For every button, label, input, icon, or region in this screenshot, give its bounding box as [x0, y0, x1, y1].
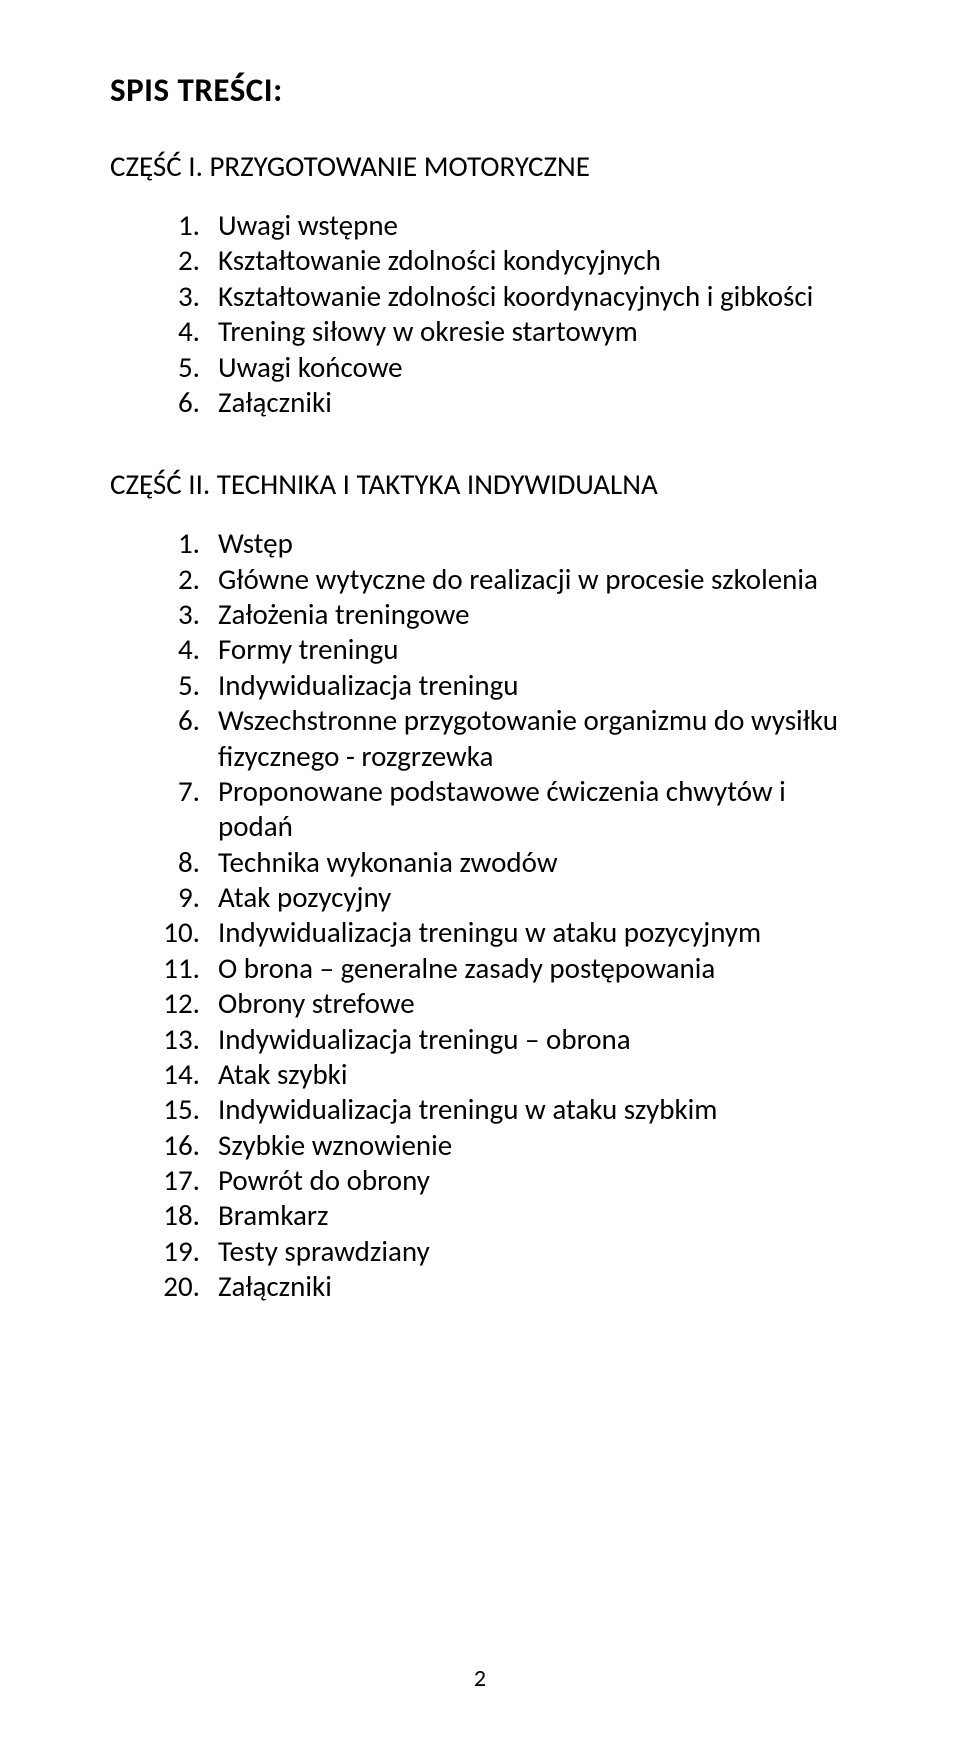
list-item: 19.Testy sprawdziany — [140, 1234, 850, 1269]
list-item: 14.Atak szybki — [140, 1057, 850, 1092]
list-item: 6.Załączniki — [140, 385, 850, 420]
item-number: 2. — [140, 562, 218, 597]
item-number: 13. — [140, 1022, 218, 1057]
page-number: 2 — [0, 1664, 960, 1693]
section-heading-1: CZĘŚĆ I. PRZYGOTOWANIE MOTORYCZNE — [110, 148, 850, 184]
item-text: O brona – generalne zasady postępowania — [218, 951, 850, 986]
list-item: 9.Atak pozycyjny — [140, 880, 850, 915]
list-item: 16.Szybkie wznowienie — [140, 1128, 850, 1163]
item-text: Proponowane podstawowe ćwiczenia chwytów… — [218, 774, 850, 845]
item-number: 18. — [140, 1198, 218, 1233]
item-number: 6. — [140, 703, 218, 774]
list-item: 2.Główne wytyczne do realizacji w proces… — [140, 562, 850, 597]
list-item: 4.Formy treningu — [140, 632, 850, 667]
item-text: Atak szybki — [218, 1057, 850, 1092]
list-item: 18.Bramkarz — [140, 1198, 850, 1233]
item-text: Formy treningu — [218, 632, 850, 667]
item-number: 3. — [140, 597, 218, 632]
toc-list-1: 1.Uwagi wstępne 2.Kształtowanie zdolnośc… — [140, 208, 850, 420]
item-text: Założenia treningowe — [218, 597, 850, 632]
item-text: Bramkarz — [218, 1198, 850, 1233]
item-number: 8. — [140, 845, 218, 880]
list-item: 3.Założenia treningowe — [140, 597, 850, 632]
list-item: 12.Obrony strefowe — [140, 986, 850, 1021]
section-heading-2: CZĘŚĆ II. TECHNIKA I TAKTYKA INDYWIDUALN… — [110, 466, 850, 502]
item-text: Kształtowanie zdolności kondycyjnych — [218, 243, 850, 278]
list-item: 17.Powrót do obrony — [140, 1163, 850, 1198]
item-number: 6. — [140, 385, 218, 420]
item-number: 16. — [140, 1128, 218, 1163]
list-item: 20.Załączniki — [140, 1269, 850, 1304]
list-item: 1.Uwagi wstępne — [140, 208, 850, 243]
item-text: Obrony strefowe — [218, 986, 850, 1021]
item-text: Wszechstronne przygotowanie organizmu do… — [218, 703, 850, 774]
page-title: SPIS TREŚCI: — [110, 70, 850, 110]
list-item: 4.Trening siłowy w okresie startowym — [140, 314, 850, 349]
list-item: 7.Proponowane podstawowe ćwiczenia chwyt… — [140, 774, 850, 845]
list-item: 10.Indywidualizacja treningu w ataku poz… — [140, 915, 850, 950]
item-number: 19. — [140, 1234, 218, 1269]
item-number: 20. — [140, 1269, 218, 1304]
item-number: 1. — [140, 208, 218, 243]
item-number: 10. — [140, 915, 218, 950]
item-text: Testy sprawdziany — [218, 1234, 850, 1269]
item-number: 15. — [140, 1092, 218, 1127]
item-number: 4. — [140, 314, 218, 349]
item-number: 11. — [140, 951, 218, 986]
item-text: Powrót do obrony — [218, 1163, 850, 1198]
list-item: 3.Kształtowanie zdolności koordynacyjnyc… — [140, 279, 850, 314]
list-item: 8.Technika wykonania zwodów — [140, 845, 850, 880]
item-text: Główne wytyczne do realizacji w procesie… — [218, 562, 850, 597]
list-item: 5.Uwagi końcowe — [140, 350, 850, 385]
item-number: 7. — [140, 774, 218, 845]
item-text: Kształtowanie zdolności koordynacyjnych … — [218, 279, 850, 314]
item-text: Szybkie wznowienie — [218, 1128, 850, 1163]
item-text: Trening siłowy w okresie startowym — [218, 314, 850, 349]
list-item: 5.Indywidualizacja treningu — [140, 668, 850, 703]
item-text: Indywidualizacja treningu — [218, 668, 850, 703]
item-number: 9. — [140, 880, 218, 915]
item-text: Indywidualizacja treningu w ataku pozycy… — [218, 915, 850, 950]
list-item: 15.Indywidualizacja treningu w ataku szy… — [140, 1092, 850, 1127]
list-item: 6.Wszechstronne przygotowanie organizmu … — [140, 703, 850, 774]
item-text: Technika wykonania zwodów — [218, 845, 850, 880]
list-item: 13.Indywidualizacja treningu – obrona — [140, 1022, 850, 1057]
toc-list-2: 1.Wstęp 2.Główne wytyczne do realizacji … — [140, 526, 850, 1304]
list-item: 2.Kształtowanie zdolności kondycyjnych — [140, 243, 850, 278]
list-item: 1.Wstęp — [140, 526, 850, 561]
item-number: 2. — [140, 243, 218, 278]
item-number: 4. — [140, 632, 218, 667]
list-item: 11.O brona – generalne zasady postępowan… — [140, 951, 850, 986]
item-text: Załączniki — [218, 385, 850, 420]
item-number: 3. — [140, 279, 218, 314]
item-text: Indywidualizacja treningu w ataku szybki… — [218, 1092, 850, 1127]
item-text: Uwagi końcowe — [218, 350, 850, 385]
item-number: 1. — [140, 526, 218, 561]
item-text: Załączniki — [218, 1269, 850, 1304]
item-number: 5. — [140, 668, 218, 703]
item-number: 5. — [140, 350, 218, 385]
item-text: Indywidualizacja treningu – obrona — [218, 1022, 850, 1057]
item-number: 14. — [140, 1057, 218, 1092]
item-text: Uwagi wstępne — [218, 208, 850, 243]
document-page: SPIS TREŚCI: CZĘŚĆ I. PRZYGOTOWANIE MOTO… — [0, 0, 960, 1743]
item-text: Wstęp — [218, 526, 850, 561]
item-number: 17. — [140, 1163, 218, 1198]
item-number: 12. — [140, 986, 218, 1021]
item-text: Atak pozycyjny — [218, 880, 850, 915]
